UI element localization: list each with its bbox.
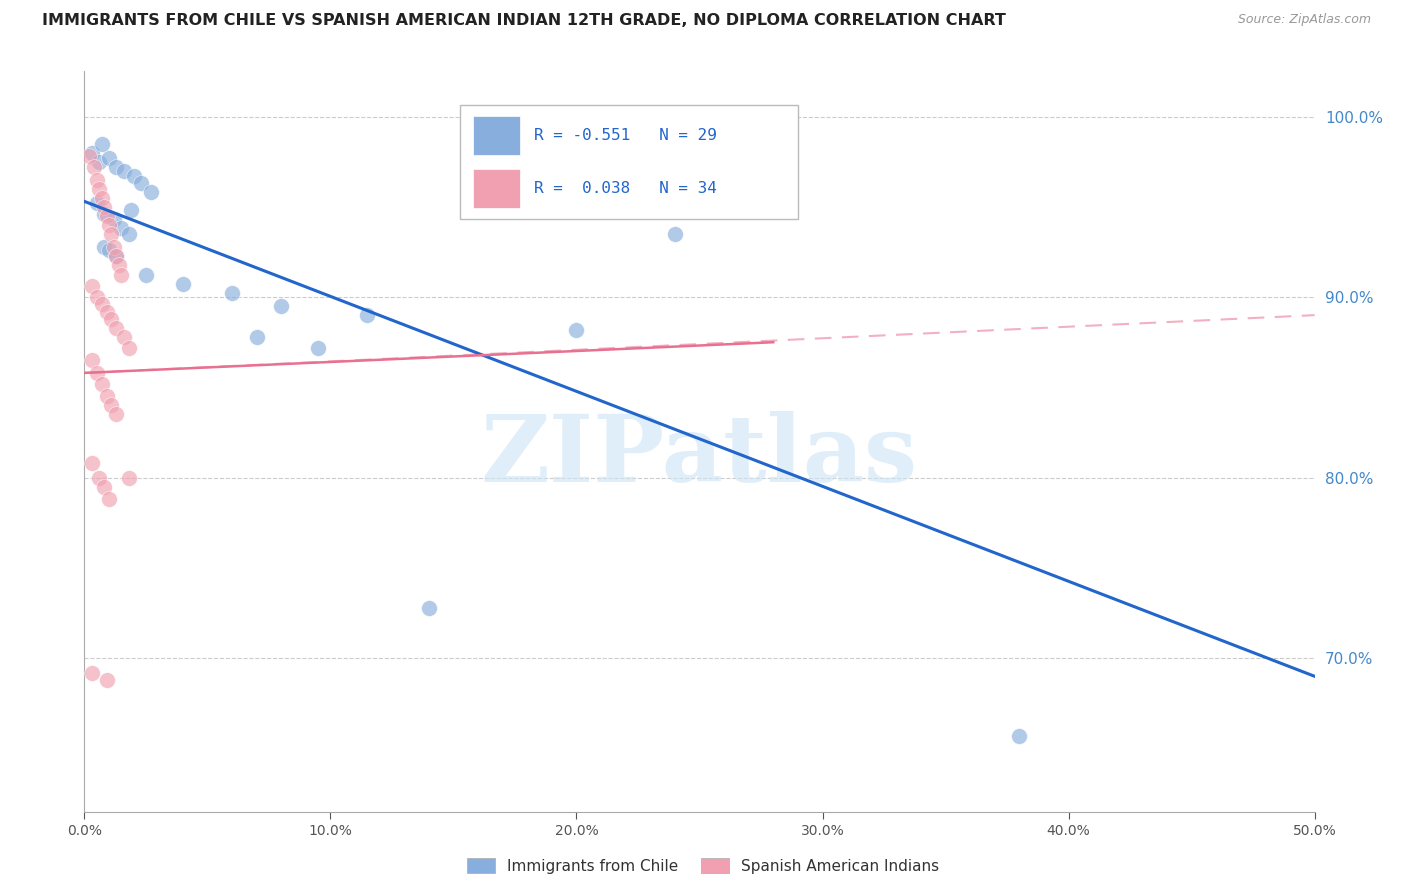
Point — [93, 200, 115, 214]
Point — [80, 353, 103, 368]
Point — [172, 277, 194, 292]
Point — [565, 322, 588, 336]
Point — [100, 311, 122, 326]
Point — [89, 154, 111, 169]
Point — [1008, 729, 1031, 743]
Point — [221, 286, 243, 301]
Point — [139, 186, 162, 200]
Point — [90, 376, 112, 391]
Point — [110, 268, 132, 283]
Y-axis label: 12th Grade, No Diploma: 12th Grade, No Diploma — [0, 349, 7, 534]
Point — [110, 221, 132, 235]
Point — [129, 177, 152, 191]
Point — [96, 304, 118, 318]
Point — [105, 408, 128, 422]
Point — [86, 366, 108, 380]
Point — [112, 330, 135, 344]
Point — [89, 182, 111, 196]
Point — [93, 207, 115, 221]
Point — [108, 258, 131, 272]
Point — [120, 203, 142, 218]
Legend: Immigrants from Chile, Spanish American Indians: Immigrants from Chile, Spanish American … — [461, 852, 945, 880]
Point — [103, 239, 125, 253]
Point — [80, 456, 103, 470]
Point — [86, 290, 108, 304]
Point — [98, 243, 121, 257]
Point — [86, 172, 108, 186]
Point — [118, 470, 141, 484]
Text: ZIPatlas: ZIPatlas — [481, 411, 918, 501]
Point — [80, 665, 103, 680]
Point — [86, 196, 108, 211]
Point — [96, 389, 118, 403]
Point — [118, 227, 141, 241]
Point — [98, 151, 121, 165]
Point — [90, 136, 112, 151]
Point — [79, 149, 101, 163]
Point — [96, 673, 118, 687]
Point — [98, 492, 121, 507]
Point — [270, 299, 292, 313]
Point — [105, 248, 128, 262]
Point — [118, 341, 141, 355]
Point — [112, 163, 135, 178]
Point — [93, 480, 115, 494]
Point — [664, 227, 686, 241]
Point — [418, 600, 440, 615]
Point — [100, 399, 122, 413]
Text: Source: ZipAtlas.com: Source: ZipAtlas.com — [1237, 13, 1371, 27]
Point — [98, 218, 121, 232]
Point — [93, 239, 115, 253]
Point — [80, 279, 103, 293]
Point — [89, 470, 111, 484]
Point — [246, 330, 269, 344]
Point — [105, 160, 128, 174]
Point — [90, 297, 112, 311]
Point — [135, 268, 157, 283]
Point — [83, 160, 105, 174]
Point — [100, 227, 122, 241]
Point — [105, 320, 128, 334]
Point — [356, 308, 378, 322]
Point — [96, 209, 118, 223]
Point — [307, 341, 329, 355]
Point — [122, 169, 145, 183]
Point — [105, 248, 128, 262]
Point — [103, 212, 125, 227]
Point — [80, 145, 103, 160]
Text: IMMIGRANTS FROM CHILE VS SPANISH AMERICAN INDIAN 12TH GRADE, NO DIPLOMA CORRELAT: IMMIGRANTS FROM CHILE VS SPANISH AMERICA… — [42, 13, 1007, 29]
Point — [90, 191, 112, 205]
